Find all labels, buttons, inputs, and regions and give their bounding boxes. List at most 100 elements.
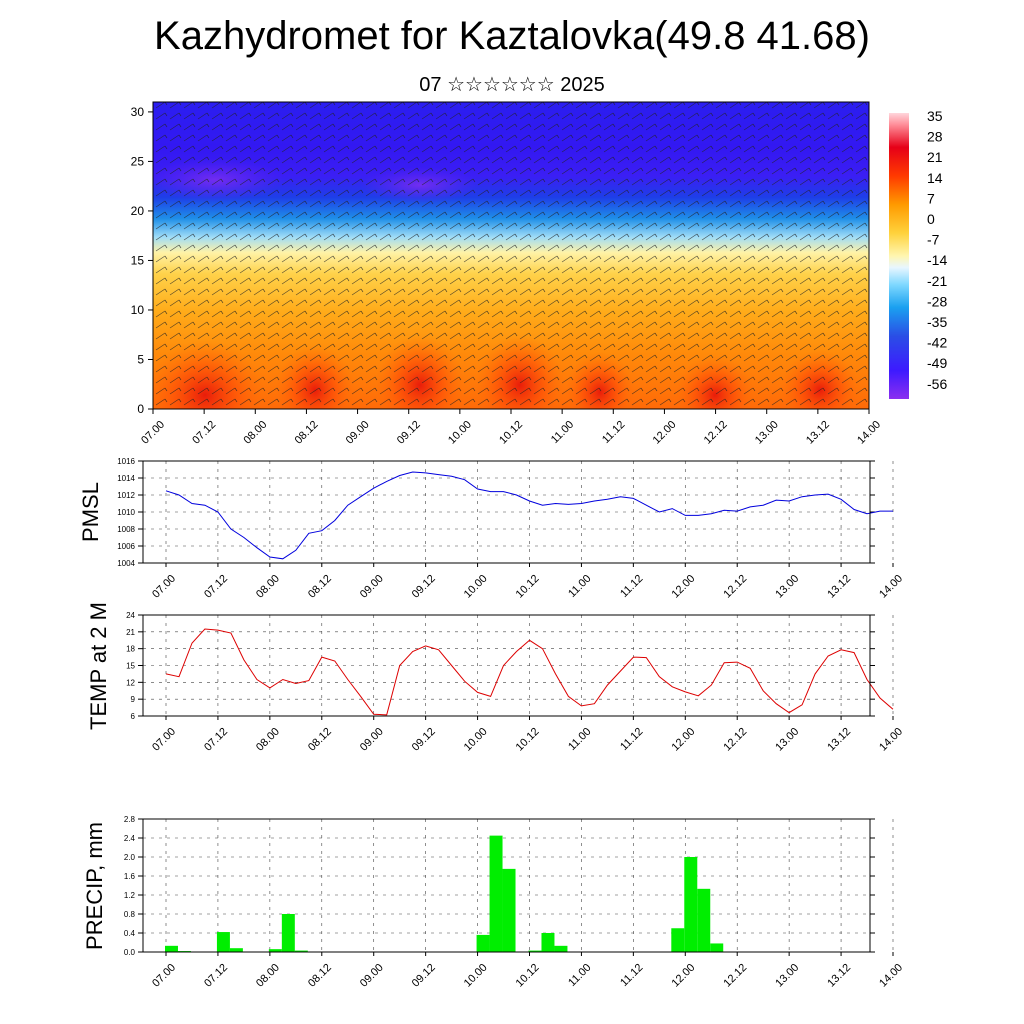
x-tick-label: 11.00	[566, 962, 593, 989]
y-tick-label: 9	[131, 695, 136, 704]
precip-bar	[476, 934, 490, 952]
heatmap-x-tick-label: 07.00	[139, 419, 167, 447]
colorbar-label: -35	[927, 314, 947, 330]
colorbar-label: 28	[927, 129, 943, 145]
heatmap-x-tick-label: 13.12	[804, 419, 832, 447]
precip-bar	[710, 943, 724, 952]
wind-barbs	[153, 102, 869, 409]
colorbar-label: 14	[927, 170, 943, 186]
heatmap-y-axis: 0 5 10 15 20 25 30	[131, 105, 153, 416]
heatmap-x-tick-label: 10.12	[497, 419, 525, 447]
y-tick-label: 18	[126, 645, 135, 654]
x-tick-label: 13.12	[825, 962, 853, 990]
series-line	[165, 471, 893, 560]
heatmap-x-tick-label: 09.12	[395, 419, 423, 447]
x-tick-label: 09.12	[410, 726, 438, 754]
y-tick-label: 1008	[117, 525, 135, 534]
colorbar-label: 35	[927, 108, 943, 124]
x-tick-label: 11.12	[618, 726, 645, 753]
x-tick-label: 11.12	[618, 573, 645, 600]
y-tick-label: 2.4	[124, 834, 136, 843]
colorbar-label: 7	[927, 190, 935, 206]
panel-frame	[142, 460, 871, 564]
precip-bar	[671, 928, 685, 952]
colorbar-labels: 35 28 21 14 7 0 -7 -14 -21 -28 -35 -42 -49 -56	[927, 108, 947, 392]
colorbar-label: -7	[927, 232, 940, 248]
heatmap-x-tick-label: 12.12	[702, 419, 730, 447]
x-tick-label: 07.12	[202, 573, 230, 601]
x-tick-label: 13.12	[825, 573, 853, 601]
series-line	[165, 628, 894, 716]
precip-bar	[165, 945, 178, 952]
pmsl-y-label: PMSL	[78, 482, 103, 542]
x-tick-label: 12.12	[721, 573, 749, 601]
colorbar-label: -49	[927, 355, 947, 371]
y-tick-label: 2.0	[124, 853, 136, 862]
y-tick-label: 2.8	[124, 815, 136, 824]
precip-bar	[502, 868, 516, 952]
y-tick-label: 0.4	[124, 929, 136, 938]
heatmap-x-axis: 07.00 07.12 08.00 08.12 09.00 09.12 10.00 10.12…	[139, 409, 883, 447]
y-tick-label: 1.6	[124, 872, 136, 881]
y-tick-label: 1014	[117, 474, 135, 483]
x-tick-label: 08.12	[306, 962, 334, 990]
y-tick-label: 1010	[117, 508, 135, 517]
y-tick-label: 24	[126, 611, 135, 620]
precip-y-label: PRECIP, mm	[82, 822, 107, 950]
y-tick-label: 12	[126, 678, 135, 687]
precip-bar	[281, 914, 295, 952]
x-tick-label: 11.12	[618, 962, 645, 989]
y-tick-label: 21	[126, 628, 135, 637]
colorbar-label: -28	[927, 293, 947, 309]
x-tick-label: 10.12	[514, 726, 542, 754]
panel-frame	[142, 614, 871, 717]
x-tick-label: 12.12	[721, 962, 749, 990]
precip-bar	[294, 950, 308, 952]
y-tick-label: 0.8	[124, 910, 136, 919]
x-tick-label: 09.12	[410, 962, 438, 990]
heatmap-y-tick-label: 25	[131, 154, 145, 168]
heatmap-y-tick-label: 5	[137, 352, 144, 366]
x-tick-label: 08.00	[254, 962, 282, 990]
colorbar-label: -56	[927, 376, 947, 392]
precip-bar	[268, 949, 282, 952]
x-tick-label: 08.00	[254, 726, 282, 754]
page-subtitle: 07 ☆☆☆☆☆☆ 2025	[419, 74, 605, 96]
precip-bar	[697, 888, 711, 952]
x-tick-label: 13.12	[825, 726, 853, 754]
x-tick-label: 10.00	[462, 573, 490, 601]
x-tick-label: 12.12	[721, 726, 749, 754]
page-title: Kazhydromet for Kaztalovka(49.8 41.68)	[154, 14, 870, 58]
x-tick-label: 10.00	[462, 962, 490, 990]
heatmap-x-tick-label: 14.00	[855, 419, 883, 447]
colorbar-label: 0	[927, 211, 935, 227]
heatmap-y-tick-label: 30	[131, 105, 145, 119]
heatmap-x-tick-label: 09.00	[344, 419, 372, 447]
colorbar-label: -42	[927, 335, 947, 351]
x-tick-label: 09.12	[410, 573, 438, 601]
x-tick-label: 07.12	[202, 962, 230, 990]
y-tick-label: 6	[131, 712, 136, 721]
x-tick-label: 12.00	[669, 726, 697, 754]
colorbar-label: -14	[927, 252, 947, 268]
x-tick-label: 07.00	[150, 573, 178, 601]
colorbar-gradient	[889, 113, 909, 399]
x-tick-label: 08.00	[254, 573, 282, 601]
x-tick-label: 11.00	[566, 573, 593, 600]
panel-frame	[142, 818, 871, 953]
x-tick-label: 07.12	[202, 726, 230, 754]
precip-bar	[541, 933, 555, 952]
heatmap-x-tick-label: 12.00	[651, 419, 679, 447]
precip-bar	[229, 948, 243, 952]
x-tick-label: 14.00	[877, 573, 905, 601]
temperature-cross-section: 0 5 10 15 20 25 30 07.00 07.12 08.00 08.12 09.00 09…	[131, 101, 947, 447]
x-tick-label: 09.00	[358, 726, 386, 754]
x-tick-label: 08.12	[306, 573, 334, 601]
colorbar: 35 28 21 14 7 0 -7 -14 -21 -28 -35 -42 -49 -56	[889, 108, 947, 399]
x-tick-label: 14.00	[877, 962, 905, 990]
x-tick-label: 11.00	[566, 726, 593, 753]
x-tick-label: 13.00	[773, 962, 801, 990]
temp-y-label: TEMP at 2 M	[86, 602, 111, 730]
heatmap-x-tick-label: 08.12	[293, 419, 321, 447]
precip-panel: PRECIP, mm 0.0 0.4 0.8 1.2 1.6 2.0 2.4 2.8 07.00…	[82, 815, 905, 990]
